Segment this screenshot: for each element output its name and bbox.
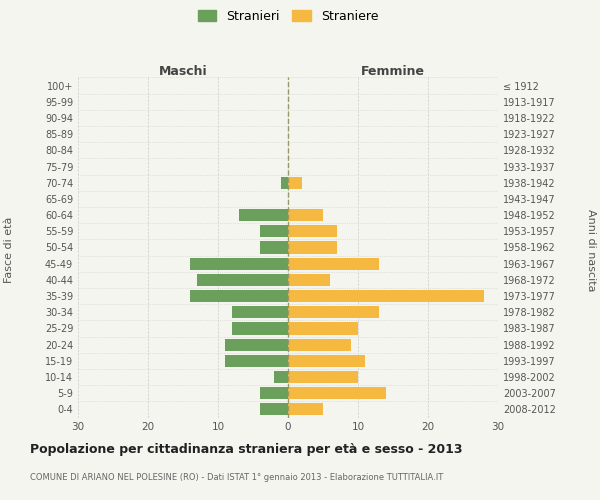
Bar [225, 338, 288, 350]
Bar [190, 290, 288, 302]
Bar [225, 355, 288, 367]
Bar [239, 209, 288, 221]
Bar [288, 371, 358, 383]
Bar [260, 242, 288, 254]
Bar [288, 387, 386, 400]
Text: Popolazione per cittadinanza straniera per età e sesso - 2013: Popolazione per cittadinanza straniera p… [30, 442, 463, 456]
Text: Fasce di età: Fasce di età [4, 217, 14, 283]
Bar [197, 274, 288, 286]
Bar [274, 371, 288, 383]
Bar [260, 387, 288, 400]
Bar [288, 225, 337, 237]
Bar [288, 242, 337, 254]
Bar [232, 306, 288, 318]
Text: Anni di nascita: Anni di nascita [586, 209, 596, 291]
Text: Maschi: Maschi [158, 66, 208, 78]
Bar [281, 176, 288, 189]
Bar [260, 225, 288, 237]
Bar [288, 274, 330, 286]
Legend: Stranieri, Straniere: Stranieri, Straniere [194, 6, 382, 26]
Text: COMUNE DI ARIANO NEL POLESINE (RO) - Dati ISTAT 1° gennaio 2013 - Elaborazione T: COMUNE DI ARIANO NEL POLESINE (RO) - Dat… [30, 472, 443, 482]
Bar [288, 306, 379, 318]
Bar [232, 322, 288, 334]
Bar [190, 258, 288, 270]
Bar [288, 209, 323, 221]
Bar [288, 404, 323, 415]
Bar [288, 338, 351, 350]
Bar [288, 322, 358, 334]
Bar [288, 176, 302, 189]
Bar [288, 258, 379, 270]
Bar [288, 290, 484, 302]
Bar [288, 355, 365, 367]
Text: Femmine: Femmine [361, 66, 425, 78]
Bar [260, 404, 288, 415]
